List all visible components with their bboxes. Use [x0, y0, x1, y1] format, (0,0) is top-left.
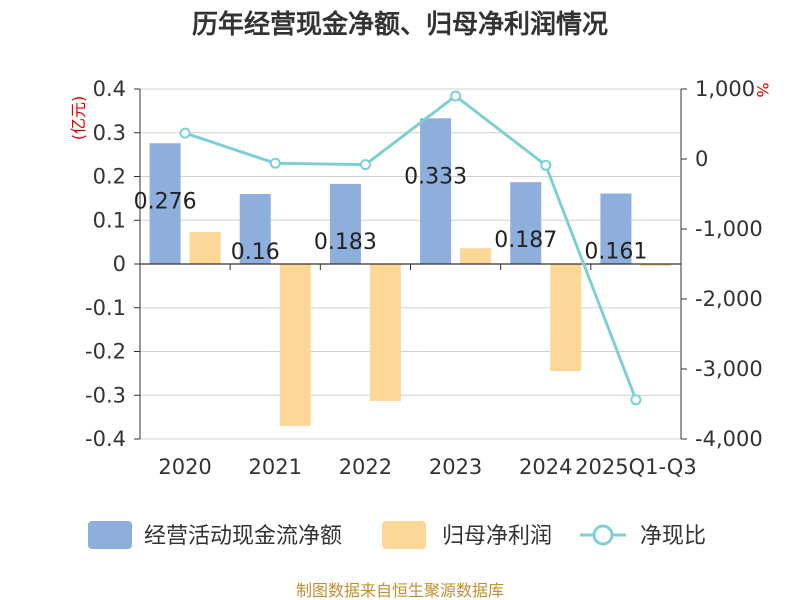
legend-swatch-cashflow — [88, 521, 132, 549]
ratio-point — [450, 90, 462, 102]
left-tick-label: 0.3 — [93, 121, 126, 145]
legend-swatch-ratio-marker — [592, 524, 614, 546]
left-tick-label: -0.4 — [85, 427, 126, 451]
left-tick-label: -0.2 — [85, 340, 126, 364]
bar-netprofit — [460, 248, 492, 264]
legend-swatch-netprofit — [382, 521, 426, 549]
x-tick-label: 2022 — [339, 455, 392, 479]
legend-label-netprofit: 归母净利润 — [442, 524, 552, 549]
x-tick-label: 2023 — [429, 455, 482, 479]
x-axis: 2020 2021 2022 2023 2024 2025Q1-Q3 — [139, 264, 697, 479]
x-tick-label: 2025Q1-Q3 — [575, 455, 697, 479]
left-axis-unit-label: (亿元) — [69, 96, 88, 141]
data-label-cashflow: 0.276 — [134, 189, 197, 214]
bar-cashflow — [420, 118, 452, 264]
bar-netprofit — [640, 264, 672, 267]
right-axis: 1,000 0 -1,000 -2,000 -3,000 -4,000 — [680, 77, 763, 451]
bar-netprofit — [369, 264, 401, 401]
bar-cashflow — [149, 143, 181, 264]
x-tick-label: 2020 — [158, 455, 211, 479]
data-label-cashflow: 0.161 — [584, 240, 647, 265]
ratio-point — [540, 159, 552, 171]
legend-item-ratio[interactable]: 净现比 — [580, 524, 706, 549]
right-tick-label: -2,000 — [695, 287, 763, 311]
ratio-polyline — [184, 94, 638, 401]
right-tick-label: 0 — [695, 147, 708, 171]
legend-label-ratio: 净现比 — [640, 524, 706, 549]
x-tick-label: 2021 — [249, 455, 302, 479]
bar-cashflow — [510, 182, 542, 264]
bar-cashflow — [600, 193, 632, 264]
left-tick-label: 0.1 — [93, 208, 126, 232]
bars — [149, 118, 672, 426]
left-tick-label: -0.3 — [85, 383, 126, 407]
left-tick-label: -0.1 — [85, 296, 126, 320]
bar-netprofit — [189, 232, 221, 264]
ratio-point — [269, 157, 281, 169]
bar-cashflow — [239, 194, 271, 264]
footer-source: 制图数据来自恒生聚源数据库 — [296, 581, 504, 600]
legend-item-netprofit[interactable]: 归母净利润 — [382, 521, 552, 549]
legend-label-cashflow: 经营活动现金流净额 — [144, 524, 342, 549]
ratio-line — [179, 90, 642, 406]
right-tick-label: -1,000 — [695, 217, 763, 241]
x-tick-label: 2024 — [519, 455, 572, 479]
left-axis: 0.4 0.3 0.2 0.1 0 -0.1 -0.2 -0.3 -0.4 — [85, 77, 141, 451]
right-axis-unit-label: % — [753, 82, 772, 97]
right-tick-label: 1,000 — [695, 77, 755, 101]
data-label-cashflow: 0.183 — [314, 230, 377, 255]
ratio-point — [359, 159, 371, 171]
data-labels: 0.276 0.16 0.183 0.333 0.187 0.161 — [134, 164, 648, 265]
right-tick-label: -4,000 — [695, 427, 763, 451]
bar-cashflow — [329, 183, 361, 264]
right-tick-label: -3,000 — [695, 357, 763, 381]
bar-netprofit — [279, 264, 311, 426]
data-label-cashflow: 0.16 — [231, 240, 280, 265]
chart-title: 历年经营现金净额、归母净利润情况 — [192, 9, 608, 40]
legend-item-cashflow[interactable]: 经营活动现金流净额 — [88, 521, 342, 549]
legend: 经营活动现金流净额 归母净利润 净现比 — [88, 521, 706, 549]
left-tick-label: 0.2 — [93, 165, 126, 189]
data-label-cashflow: 0.333 — [404, 164, 467, 189]
data-label-cashflow: 0.187 — [494, 228, 557, 253]
bar-netprofit — [550, 264, 582, 372]
ratio-point — [179, 127, 191, 139]
left-tick-label: 0.4 — [93, 77, 126, 101]
ratio-point — [630, 394, 642, 406]
left-tick-label: 0 — [113, 252, 126, 276]
